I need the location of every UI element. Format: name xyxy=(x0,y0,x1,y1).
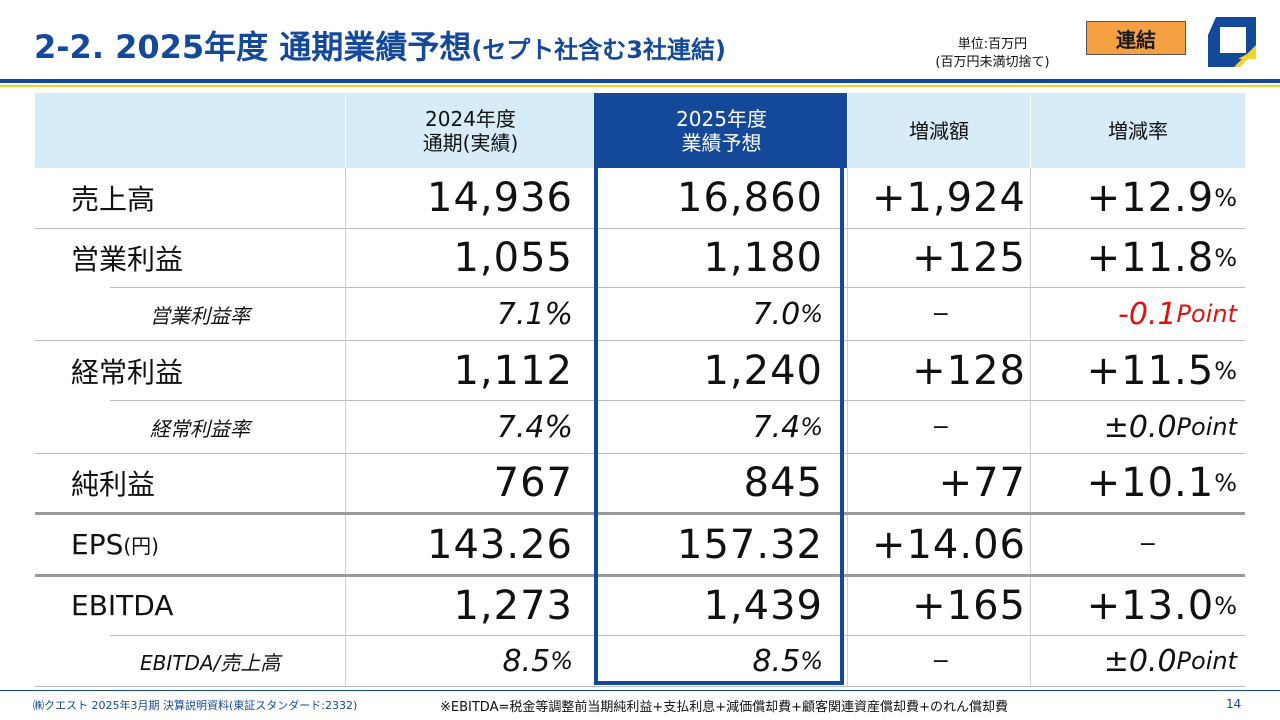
unit-note-line2: (百万円未満切捨て) xyxy=(935,55,1050,70)
forecast-value: 1,180 xyxy=(703,235,823,281)
header-cell-rate: 増減率 xyxy=(1108,118,1168,143)
table-row-operating-profit: 営業利益 1,055 1,180 +125 +11.8% xyxy=(35,229,1245,287)
forecast-value: 1,439 xyxy=(703,582,823,629)
table-row-ebitda: EBITDA 1,273 1,439 +165 +13.0% xyxy=(35,577,1245,634)
table-row-ebitda-margin: EBITDA/売上高 8.5% 8.5% − ±0.0 Point xyxy=(35,636,1245,686)
rate-cell: -0.1 Point xyxy=(1118,296,1237,332)
row-label: 営業利益率 xyxy=(150,303,250,328)
page-title-main: 2-2. 2025年度 通期業績予想 xyxy=(34,28,472,66)
consolidated-badge: 連結 xyxy=(1086,21,1186,55)
header-cell-prev: 2024年度 通期(実績) xyxy=(422,106,519,155)
diff-value: − xyxy=(931,414,950,440)
diff-value: − xyxy=(931,301,950,327)
prev-value: 143.26 xyxy=(427,521,573,568)
row-label: 売上高 xyxy=(71,182,156,216)
forecast-value: 157.32 xyxy=(677,521,823,568)
diff-value: +1,924 xyxy=(871,174,1026,221)
row-label: 純利益 xyxy=(71,467,156,501)
forecast-value: 7.0% xyxy=(752,296,823,332)
prev-value: 7.4% xyxy=(496,409,573,445)
prev-value: 14,936 xyxy=(427,174,573,221)
row-label: EBITDA/売上高 xyxy=(140,650,281,675)
forecast-value: 845 xyxy=(743,459,823,506)
diff-value: +14.06 xyxy=(871,521,1026,568)
row-label: 経常利益 xyxy=(71,356,184,389)
footer-ebitda-note: ※EBITDA=税金等調整前当期純利益+支払利息+減価償却費+顧客関連資産償却費… xyxy=(440,700,1008,715)
forecast-value: 7.4% xyxy=(752,409,823,445)
diff-value: +125 xyxy=(912,235,1026,281)
unit-note: 単位:百万円 (百万円未満切捨て) xyxy=(930,36,1055,72)
prev-value: 1,273 xyxy=(453,582,573,629)
header-cell-forecast: 2025年度 業績予想 xyxy=(596,93,847,168)
diff-value: +165 xyxy=(912,582,1026,629)
prev-value: 767 xyxy=(493,459,573,506)
forecast-value: 1,240 xyxy=(703,348,823,394)
page-number: 14 xyxy=(1226,697,1242,711)
table-header-row: 2024年度 通期(実績) 2025年度 業績予想 増減額 増減率 xyxy=(35,93,1245,168)
diff-value: +128 xyxy=(912,348,1026,394)
forecast-value: 16,860 xyxy=(677,174,823,221)
diff-value: − xyxy=(931,648,950,674)
row-label: EBITDA xyxy=(71,589,174,622)
header-cell-label xyxy=(35,93,345,168)
rate-cell: ±0.0 Point xyxy=(1103,643,1237,679)
table-row-ordinary-margin: 経常利益率 7.4% 7.4% − ±0.0 Point xyxy=(35,401,1245,453)
unit-note-line1: 単位:百万円 xyxy=(957,37,1028,52)
row-label: 営業利益 xyxy=(71,243,184,276)
header-rule-blue xyxy=(0,79,1280,83)
rate-cell: +13.0% xyxy=(1086,582,1237,629)
page-title: 2-2. 2025年度 通期業績予想(セプト社含む3社連結) xyxy=(34,22,726,68)
rate-cell: +11.5% xyxy=(1086,348,1237,394)
page-title-sub: (セプト社含む3社連結) xyxy=(471,36,726,64)
diff-value: +77 xyxy=(938,459,1026,506)
header-rule-yellow xyxy=(0,85,1280,87)
table-row-net-profit: 純利益 767 845 +77 +10.1% xyxy=(35,454,1245,511)
rate-cell: ±0.0 Point xyxy=(1103,409,1237,445)
company-logo-icon xyxy=(1208,17,1256,67)
table-row-ordinary-profit: 経常利益 1,112 1,240 +128 +11.5% xyxy=(35,342,1245,400)
header-cell-diff: 増減額 xyxy=(909,118,969,143)
table-row-eps: EPS (円) 143.26 157.32 +14.06 − xyxy=(35,515,1245,574)
forecast-value: 8.5% xyxy=(752,643,823,679)
table-row-sales: 売上高 14,936 16,860 +1,924 +12.9% xyxy=(35,168,1245,227)
footer-rule xyxy=(0,690,1280,691)
rate-cell: +10.1% xyxy=(1086,459,1237,506)
table-row-operating-margin: 営業利益率 7.1% 7.0% − -0.1 Point xyxy=(35,288,1245,340)
prev-value: 7.1% xyxy=(496,296,573,332)
rate-cell: − xyxy=(1138,532,1157,557)
prev-value: 1,112 xyxy=(453,348,573,394)
rate-cell: +11.8% xyxy=(1086,235,1237,281)
rate-cell: +12.9% xyxy=(1086,174,1237,221)
row-label: 経常利益率 xyxy=(150,416,250,441)
prev-value: 1,055 xyxy=(453,235,573,281)
footer-company: ㈱クエスト 2025年3月期 決算説明資料(東証スタンダード:2332) xyxy=(33,699,358,712)
prev-value: 8.5% xyxy=(502,643,573,679)
row-label: EPS (円) xyxy=(71,528,159,561)
